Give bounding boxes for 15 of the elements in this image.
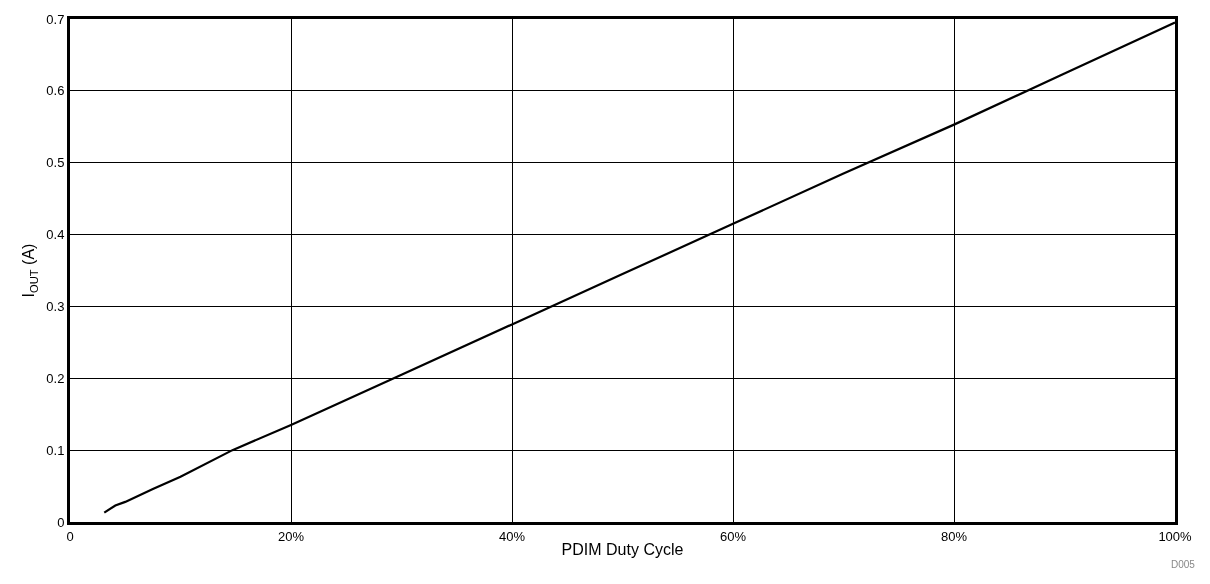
y-tick-label: 0.1 [46,442,65,458]
y-tick-label: 0.7 [46,11,65,27]
x-tick-label: 40% [498,528,526,544]
x-tick-label: 60% [719,528,747,544]
x-tick-label: 80% [940,528,968,544]
y-tick-label: 0.5 [46,155,65,171]
x-tick-label: 100% [1158,528,1193,544]
y-tick-label: 0.2 [46,370,65,386]
y-tick-label: 0.4 [46,227,65,243]
x-tick-label: 20% [277,528,305,544]
y-tick-label: 0.6 [46,83,65,99]
y-tick-label: 0.3 [46,298,65,314]
text: D005 [1171,559,1196,570]
y-tick-label: 0 [57,514,65,530]
x-axis-title: PDIM Duty Cycle [561,541,684,559]
